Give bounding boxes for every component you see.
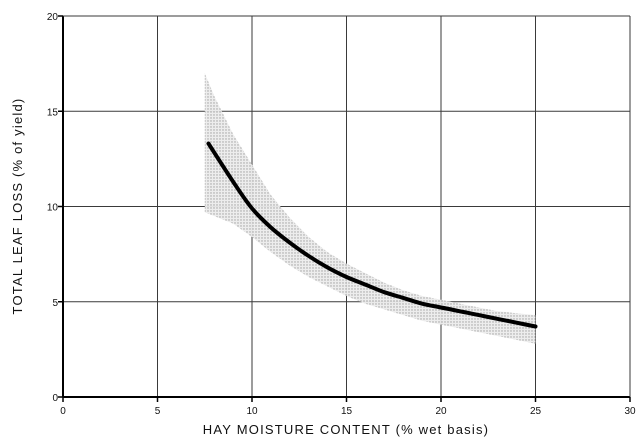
- y-tick-label-5: 5: [52, 298, 58, 309]
- grid: [63, 15, 631, 397]
- axes: [58, 15, 631, 402]
- x-tick-label-10: 10: [246, 406, 258, 417]
- y-tick-label-10: 10: [47, 203, 59, 214]
- x-axis-title: HAY MOISTURE CONTENT (% wet basis): [203, 422, 489, 437]
- y-tick-label-20: 20: [47, 12, 59, 23]
- y-tick-label-15: 15: [47, 107, 59, 118]
- y-axis-title: TOTAL LEAF LOSS (% of yield): [10, 98, 25, 315]
- x-tick-label-20: 20: [435, 406, 447, 417]
- x-tick-label-0: 0: [60, 406, 66, 417]
- variability-band-layer: [204, 73, 536, 344]
- tick-labels: 0 5 10 15 20 25 30 0 5 10 15 20: [47, 12, 636, 417]
- x-tick-label-15: 15: [341, 406, 353, 417]
- y-tick-label-0: 0: [52, 393, 58, 404]
- variability-band: [204, 73, 536, 344]
- series-layer: [206, 141, 538, 329]
- series-line-0: [206, 141, 538, 329]
- x-tick-label-25: 25: [530, 406, 542, 417]
- x-tick-label-5: 5: [155, 406, 161, 417]
- x-tick-label-30: 30: [624, 406, 636, 417]
